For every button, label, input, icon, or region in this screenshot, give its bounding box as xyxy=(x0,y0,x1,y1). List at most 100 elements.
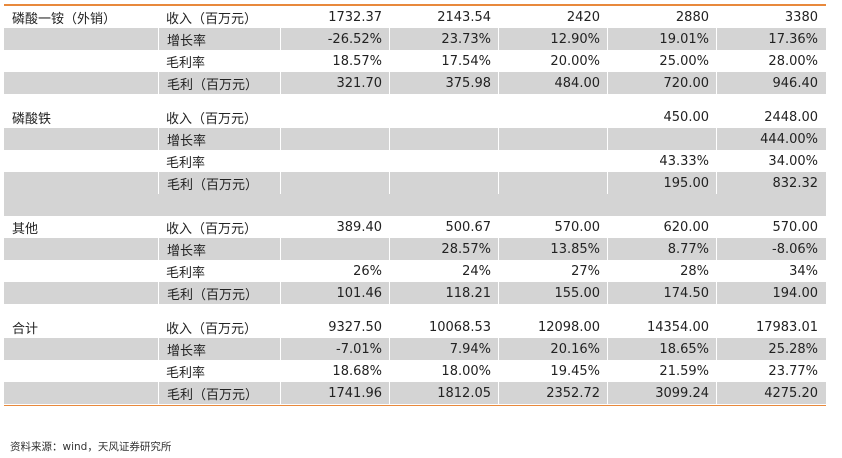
value-cell: -8.06% xyxy=(716,238,825,260)
table-row: 毛利率 18.57% 17.54% 20.00% 25.00% 28.00% xyxy=(4,50,826,72)
value-cell xyxy=(498,172,607,194)
value-cell xyxy=(389,106,498,128)
value-cell: 321.70 xyxy=(280,72,389,94)
value-cell: 375.98 xyxy=(389,72,498,94)
table-row: 增长率 28.57% 13.85% 8.77% -8.06% xyxy=(4,238,826,260)
metric-label: 收入（百万元） xyxy=(166,321,258,337)
segment-cell xyxy=(4,360,158,382)
table-row: 毛利（百万元） 195.00 832.32 xyxy=(4,172,826,194)
value-cell: 28% xyxy=(680,263,709,279)
value-cell: 450.00 xyxy=(663,109,710,125)
metric-label: 毛利（百万元） xyxy=(158,382,280,404)
value-cell xyxy=(389,150,498,172)
value-cell xyxy=(498,106,607,128)
value-cell: -26.52% xyxy=(280,28,389,50)
value-cell: 19.45% xyxy=(550,363,600,379)
table-row: 增长率 -26.52% 23.73% 12.90% 19.01% 17.36% xyxy=(4,28,826,50)
value-cell: 118.21 xyxy=(389,282,498,304)
table-row: 毛利（百万元） 321.70 375.98 484.00 720.00 946.40 xyxy=(4,72,826,94)
value-cell: 25.28% xyxy=(716,338,825,360)
value-cell xyxy=(389,128,498,150)
value-cell: 28.57% xyxy=(389,238,498,260)
table-row: 毛利率 26% 24% 27% 28% 34% xyxy=(4,260,826,282)
table-row: 增长率 444.00% xyxy=(4,128,826,150)
value-cell: 2352.72 xyxy=(498,382,607,404)
value-cell: 23.73% xyxy=(389,28,498,50)
table-row: 毛利率 43.33% 34.00% xyxy=(4,150,826,172)
value-cell xyxy=(389,172,498,194)
value-cell: 500.67 xyxy=(445,219,492,235)
value-cell: 17.36% xyxy=(716,28,825,50)
table-row: 其他 收入（百万元） 389.40 500.67 570.00 620.00 570.00 xyxy=(4,216,826,238)
segment-cell xyxy=(4,28,158,50)
metric-label: 毛利（百万元） xyxy=(158,282,280,304)
value-cell: 444.00% xyxy=(716,128,825,150)
spacer-row xyxy=(4,94,826,106)
segment-cell xyxy=(4,260,158,282)
segment-cell xyxy=(4,282,158,304)
value-cell: 24% xyxy=(462,263,491,279)
value-cell: 946.40 xyxy=(716,72,825,94)
value-cell: 17983.01 xyxy=(755,319,818,335)
table-body: 磷酸一铵（外销） 收入（百万元） 1732.37 2143.54 2420 2880 338… xyxy=(4,6,826,404)
metric-label: 收入（百万元） xyxy=(166,111,258,127)
value-cell xyxy=(607,128,716,150)
table-row: 毛利（百万元） 1741.96 1812.05 2352.72 3099.24 4275.… xyxy=(4,382,826,404)
value-cell xyxy=(498,150,607,172)
segment-cell xyxy=(4,172,158,194)
value-cell: 12.90% xyxy=(498,28,607,50)
value-cell: 620.00 xyxy=(663,219,710,235)
value-cell: 3380 xyxy=(784,9,818,25)
value-cell: 20.00% xyxy=(550,53,600,69)
value-cell: 18.65% xyxy=(607,338,716,360)
value-cell: 21.59% xyxy=(659,363,709,379)
source-note: 资料来源：wind，天风证券研究所 xyxy=(10,441,172,453)
value-cell: 28.00% xyxy=(768,53,818,69)
segment-cell xyxy=(4,150,158,172)
metric-label: 毛利（百万元） xyxy=(158,72,280,94)
value-cell: 27% xyxy=(571,263,600,279)
metric-label: 毛利率 xyxy=(166,55,206,71)
segment-cell xyxy=(4,72,158,94)
value-cell: 2880 xyxy=(675,9,709,25)
value-cell: 174.50 xyxy=(607,282,716,304)
metric-label: 增长率 xyxy=(158,28,280,50)
value-cell: 2448.00 xyxy=(764,109,818,125)
table-row: 增长率 -7.01% 7.94% 20.16% 18.65% 25.28% xyxy=(4,338,826,360)
segment-cell xyxy=(4,128,158,150)
value-cell xyxy=(280,172,389,194)
segment-label: 合计 xyxy=(12,321,39,337)
spacer-row xyxy=(4,194,826,216)
value-cell: 9327.50 xyxy=(328,319,382,335)
value-cell: 7.94% xyxy=(389,338,498,360)
segment-cell xyxy=(4,238,158,260)
bottom-rule xyxy=(4,405,826,406)
metric-label: 增长率 xyxy=(158,238,280,260)
value-cell: 19.01% xyxy=(607,28,716,50)
segment-cell xyxy=(4,382,158,404)
segment-cell xyxy=(4,338,158,360)
value-cell: 34% xyxy=(789,263,818,279)
value-cell: 155.00 xyxy=(498,282,607,304)
value-cell: 43.33% xyxy=(659,153,709,169)
value-cell: 2420 xyxy=(566,9,600,25)
metric-label: 增长率 xyxy=(158,338,280,360)
value-cell: 832.32 xyxy=(716,172,825,194)
value-cell xyxy=(498,128,607,150)
value-cell: 20.16% xyxy=(498,338,607,360)
value-cell: 1812.05 xyxy=(389,382,498,404)
metric-label: 收入（百万元） xyxy=(166,221,258,237)
segment-label: 其他 xyxy=(12,221,39,237)
value-cell: 720.00 xyxy=(607,72,716,94)
value-cell: 10068.53 xyxy=(428,319,491,335)
value-cell: 1741.96 xyxy=(280,382,389,404)
value-cell: 18.00% xyxy=(441,363,491,379)
value-cell xyxy=(280,150,389,172)
value-cell: 389.40 xyxy=(336,219,383,235)
value-cell: 3099.24 xyxy=(607,382,716,404)
value-cell: 1732.37 xyxy=(328,9,382,25)
table-row: 毛利（百万元） 101.46 118.21 155.00 174.50 194.00 xyxy=(4,282,826,304)
value-cell: 23.77% xyxy=(768,363,818,379)
metric-label: 增长率 xyxy=(158,128,280,150)
value-cell: 484.00 xyxy=(498,72,607,94)
